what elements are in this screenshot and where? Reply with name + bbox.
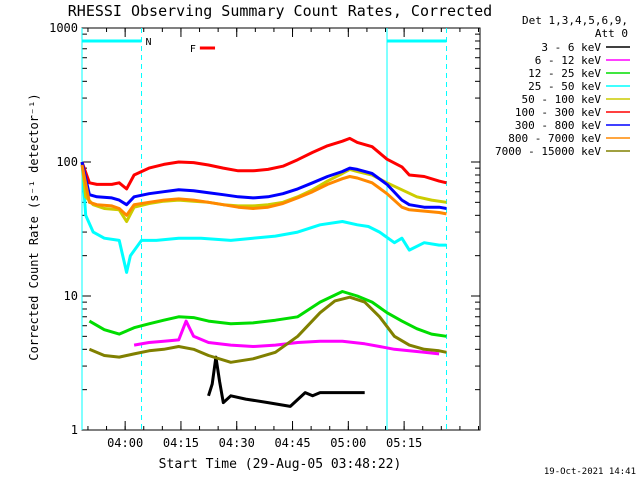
legend-label: 12 - 25 keV (528, 67, 601, 80)
legend-label: 7000 - 15000 keV (495, 145, 601, 158)
x-tick-label: 04:00 (107, 436, 143, 450)
x-tick-label: 05:00 (330, 436, 366, 450)
x-axis-title: Start Time (29-Aug-05 03:48:22) (159, 457, 402, 472)
series-line-7 (80, 164, 447, 217)
x-tick-label: 04:15 (163, 436, 199, 450)
y-axis-title: Corrected Count Rate (s⁻¹ detector⁻¹) (27, 93, 41, 360)
flare-label: F (190, 44, 196, 55)
chart-title: RHESSI Observing Summary Count Rates, Co… (68, 2, 492, 20)
legend-header-line: Det 1,3,4,5,6,9, (522, 14, 628, 27)
y-tick-label: 1000 (49, 21, 78, 35)
x-tick-label: 04:30 (219, 436, 255, 450)
series-line-0 (207, 355, 365, 408)
y-tick-label: 10 (64, 289, 78, 303)
legend-header-line: Att 0 (595, 27, 628, 40)
legend-label: 800 - 7000 keV (508, 132, 601, 145)
series-line-6 (80, 161, 447, 210)
night-label: N (146, 37, 152, 48)
legend-label: 300 - 800 keV (515, 119, 601, 132)
series-line-3 (80, 161, 447, 274)
legend-label: 50 - 100 keV (522, 93, 602, 106)
legend-label: 25 - 50 keV (528, 80, 601, 93)
legend-label: 100 - 300 keV (515, 106, 601, 119)
series-line-8 (88, 295, 447, 364)
x-tick-label: 04:45 (274, 436, 310, 450)
x-tick-label: 05:15 (386, 436, 422, 450)
series-line-2 (88, 290, 447, 338)
y-tick-label: 100 (56, 155, 78, 169)
legend-label: 3 - 6 keV (541, 41, 601, 54)
series-line-5 (80, 136, 447, 191)
legend-label: 6 - 12 keV (535, 54, 602, 67)
y-tick-label: 1 (71, 423, 78, 437)
series-line-1 (133, 319, 440, 356)
footer-timestamp: 19-Oct-2021 14:41 (544, 467, 636, 477)
